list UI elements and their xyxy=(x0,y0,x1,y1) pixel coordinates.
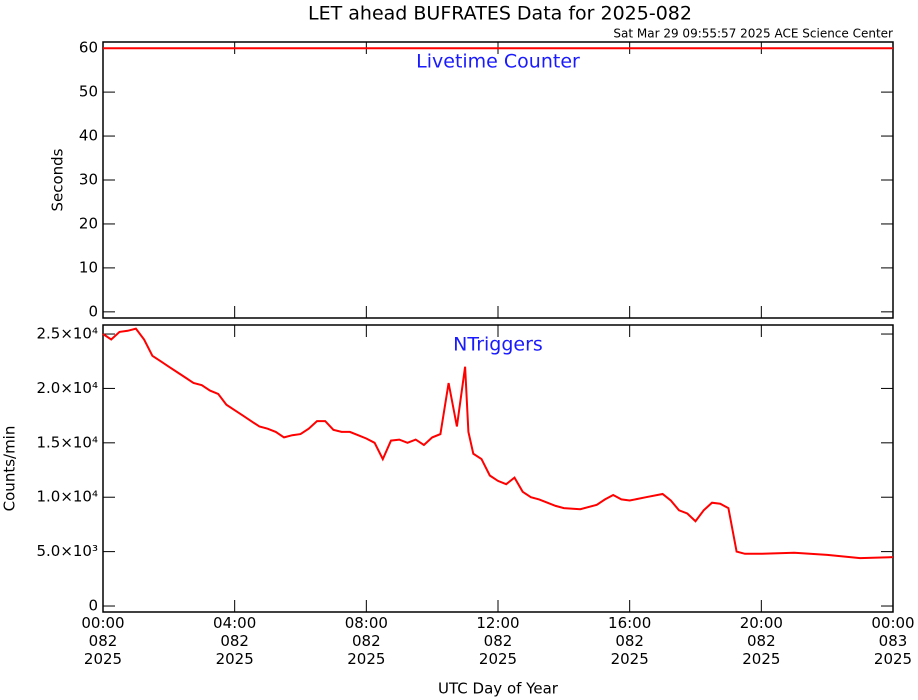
y-tick-label: 1.0×10⁴ xyxy=(36,488,98,506)
plot-frame xyxy=(102,41,894,319)
x-tick-label: 00:00 083 2025 xyxy=(871,614,915,668)
y-tick-label: 0 xyxy=(88,302,98,320)
y-axis-label: Seconds xyxy=(49,148,67,211)
plot-frame xyxy=(102,324,894,613)
y-tick-label: 40 xyxy=(79,127,98,145)
data-line xyxy=(102,327,894,560)
y-tick-label: 10 xyxy=(79,258,98,276)
y-tick-label: 50 xyxy=(79,83,98,101)
y-tick-label: 5.0×10³ xyxy=(36,542,98,560)
panel-label: NTriggers xyxy=(453,334,543,356)
x-axis-label: UTC Day of Year xyxy=(438,680,559,698)
y-tick-label: 30 xyxy=(79,171,98,189)
panel-label: Livetime Counter xyxy=(416,51,580,73)
y-tick-label: 2.5×10⁴ xyxy=(36,325,98,343)
y-axis-label: Counts/min xyxy=(1,426,19,512)
chart-title: LET ahead BUFRATES Data for 2025-082 xyxy=(308,3,692,25)
x-tick-label: 04:00 082 2025 xyxy=(213,614,257,668)
y-tick-label: 60 xyxy=(79,39,98,57)
y-tick-label: 0 xyxy=(88,597,98,615)
x-tick-label: 08:00 082 2025 xyxy=(344,614,388,668)
y-tick-label: 20 xyxy=(79,214,98,232)
subtitle: Sat Mar 29 09:55:57 2025 ACE Science Cen… xyxy=(613,27,893,41)
y-tick-label: 2.0×10⁴ xyxy=(36,379,98,397)
x-tick-label: 20:00 082 2025 xyxy=(739,614,783,668)
x-tick-label: 16:00 082 2025 xyxy=(608,614,652,668)
x-tick-label: 12:00 082 2025 xyxy=(476,614,520,668)
x-tick-label: 00:00 082 2025 xyxy=(81,614,125,668)
y-tick-label: 1.5×10⁴ xyxy=(36,433,98,451)
